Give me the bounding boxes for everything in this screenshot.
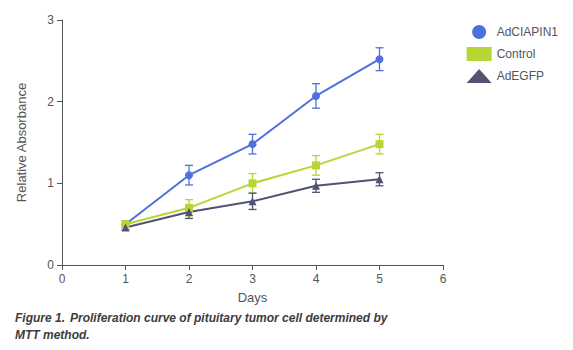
svg-text:0: 0 [59, 272, 66, 286]
svg-text:MTT method.: MTT method. [15, 328, 90, 342]
svg-text:5: 5 [376, 272, 383, 286]
svg-text:4: 4 [313, 272, 320, 286]
svg-text:Days: Days [238, 290, 268, 305]
svg-text:6: 6 [440, 272, 447, 286]
svg-text:3: 3 [47, 13, 54, 27]
svg-text:1: 1 [47, 176, 54, 190]
svg-text:AdCIAPIN1: AdCIAPIN1 [497, 25, 559, 39]
svg-text:3: 3 [249, 272, 256, 286]
svg-text:Proliferation curve of pituita: Proliferation curve of pituitary tumor c… [70, 311, 389, 325]
svg-text:AdEGFP: AdEGFP [497, 69, 544, 83]
svg-text:1: 1 [122, 272, 129, 286]
svg-text:Relative Absorbance: Relative Absorbance [14, 83, 29, 202]
svg-text:2: 2 [186, 272, 193, 286]
svg-text:Control: Control [497, 47, 536, 61]
svg-text:0: 0 [47, 258, 54, 272]
svg-text:2: 2 [47, 95, 54, 109]
svg-text:Figure 1.: Figure 1. [15, 311, 65, 325]
